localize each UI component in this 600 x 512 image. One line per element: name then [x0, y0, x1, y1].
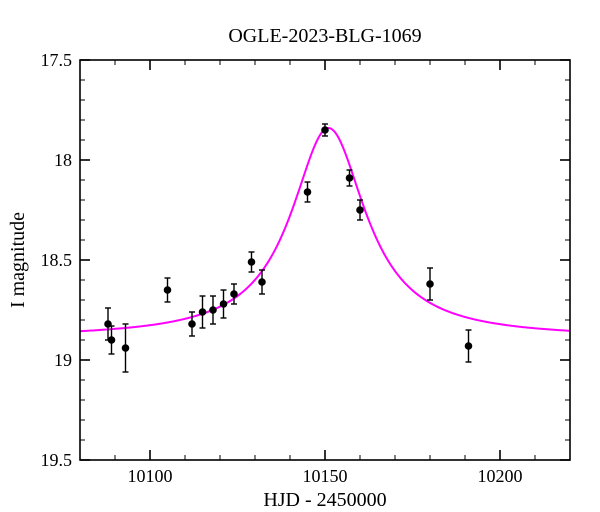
- data-point: [220, 301, 227, 308]
- data-point: [231, 291, 238, 298]
- data-point: [346, 175, 353, 182]
- y-tick-label: 17.5: [41, 50, 73, 70]
- chart-container: { "chart": { "type": "scatter-with-model…: [0, 0, 600, 512]
- y-tick-label: 19.5: [41, 450, 73, 470]
- x-axis-label: HJD - 2450000: [263, 489, 386, 511]
- chart-title: OGLE-2023-BLG-1069: [228, 25, 421, 47]
- data-point: [122, 345, 129, 352]
- data-point: [357, 207, 364, 214]
- x-tick-label: 10100: [128, 466, 173, 486]
- data-point: [248, 259, 255, 266]
- data-point: [199, 309, 206, 316]
- data-point: [210, 307, 217, 314]
- data-point: [189, 321, 196, 328]
- data-point: [322, 127, 329, 134]
- y-tick-label: 18: [54, 150, 72, 170]
- x-tick-label: 10200: [478, 466, 523, 486]
- y-tick-label: 19: [54, 350, 72, 370]
- data-point: [427, 281, 434, 288]
- y-tick-label: 18.5: [41, 250, 73, 270]
- x-tick-label: 10150: [303, 466, 348, 486]
- y-axis-label: I magnitude: [7, 212, 29, 308]
- data-point: [108, 337, 115, 344]
- data-point: [164, 287, 171, 294]
- data-point: [259, 279, 266, 286]
- chart-svg: 10100 10150 10200 17.5 18 18.5 19 19.5 OGLE-2023…: [0, 0, 600, 512]
- data-point: [304, 189, 311, 196]
- data-point: [465, 343, 472, 350]
